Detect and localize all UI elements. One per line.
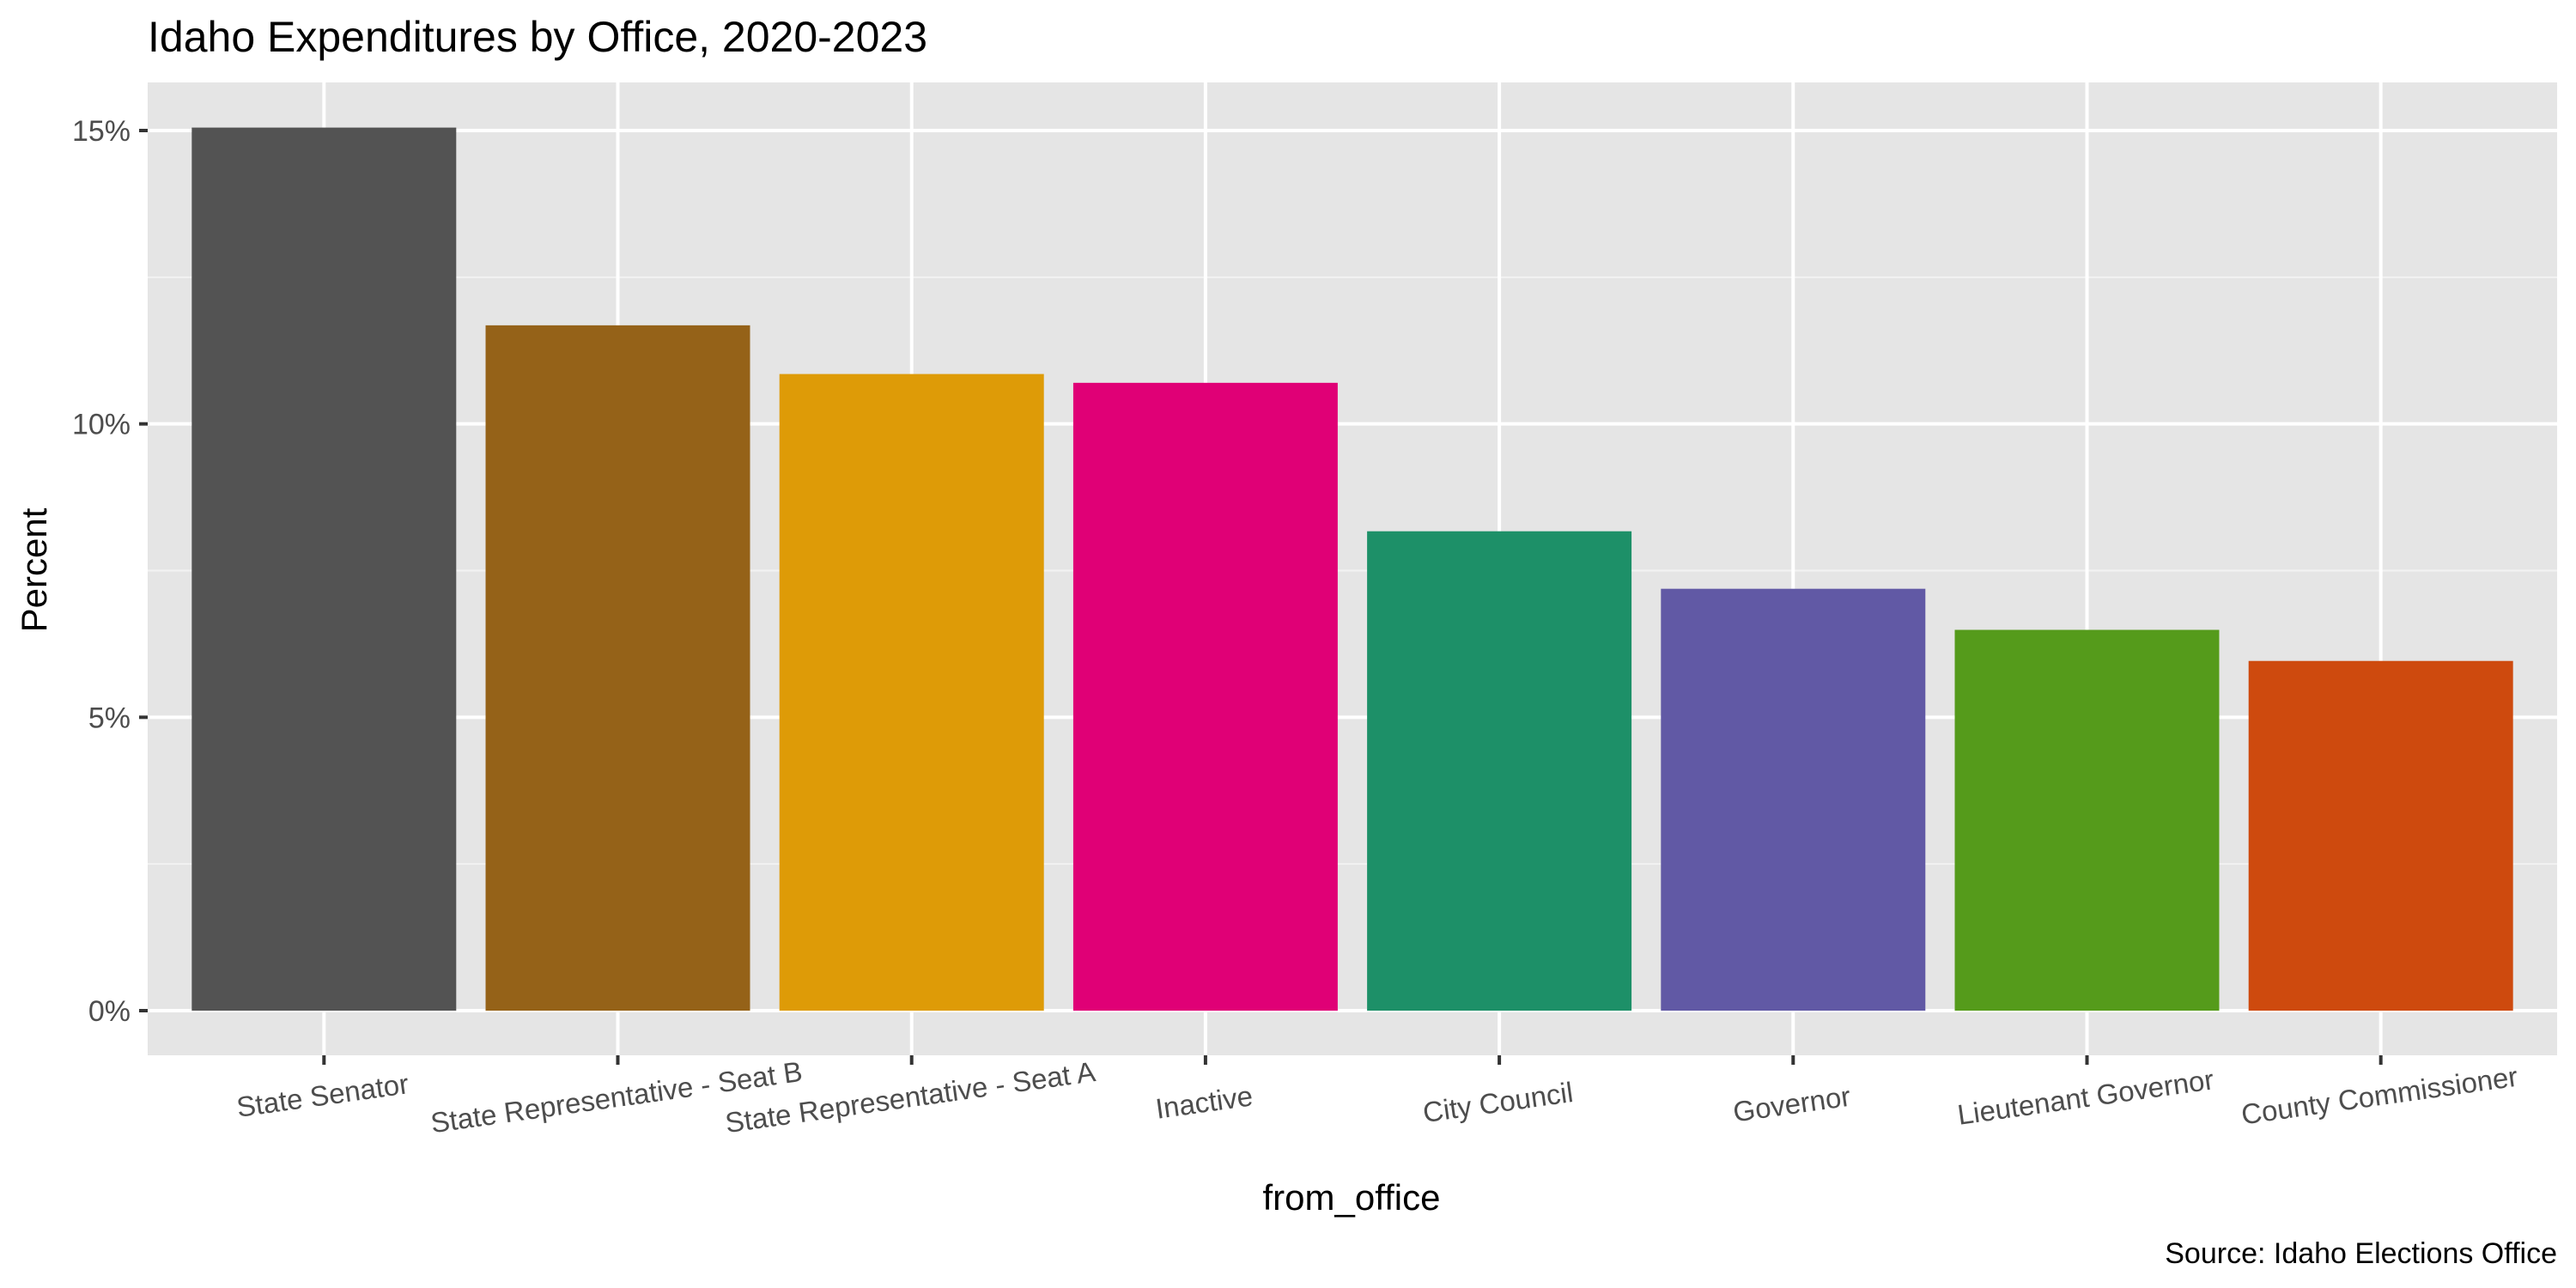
- y-axis-title: Percent: [14, 507, 54, 632]
- chart-caption: Source: Idaho Elections Office: [2165, 1237, 2557, 1270]
- x-axis-title: from_office: [1263, 1177, 1441, 1218]
- x-tick-label: State Senator: [234, 1067, 410, 1123]
- x-axis: State Senator State Representative - Seat…: [234, 1055, 2519, 1139]
- x-tick-label: Lieutenant Governor: [1955, 1063, 2215, 1131]
- bar: [779, 374, 1044, 1011]
- x-tick-label: Governor: [1731, 1080, 1852, 1128]
- bar: [1954, 629, 2220, 1011]
- y-tick-label: 10%: [72, 409, 131, 441]
- x-tick-label: County Commissioner: [2239, 1060, 2520, 1131]
- y-tick-label: 5%: [88, 702, 131, 734]
- bars: [191, 127, 2513, 1011]
- bar: [1367, 531, 1632, 1011]
- bar: [1072, 382, 1338, 1011]
- bar: [485, 325, 750, 1011]
- y-tick-label: 15%: [72, 115, 131, 148]
- bar: [2248, 660, 2513, 1011]
- chart-title: Idaho Expenditures by Office, 2020-2023: [148, 13, 927, 61]
- bar: [191, 127, 457, 1011]
- y-tick-label: 0%: [88, 995, 131, 1028]
- x-tick-label: Inactive: [1153, 1079, 1255, 1124]
- y-axis: 0% 5% 10% 15%: [72, 115, 148, 1028]
- bar: [1661, 588, 1926, 1011]
- x-tick-label: City Council: [1421, 1076, 1575, 1128]
